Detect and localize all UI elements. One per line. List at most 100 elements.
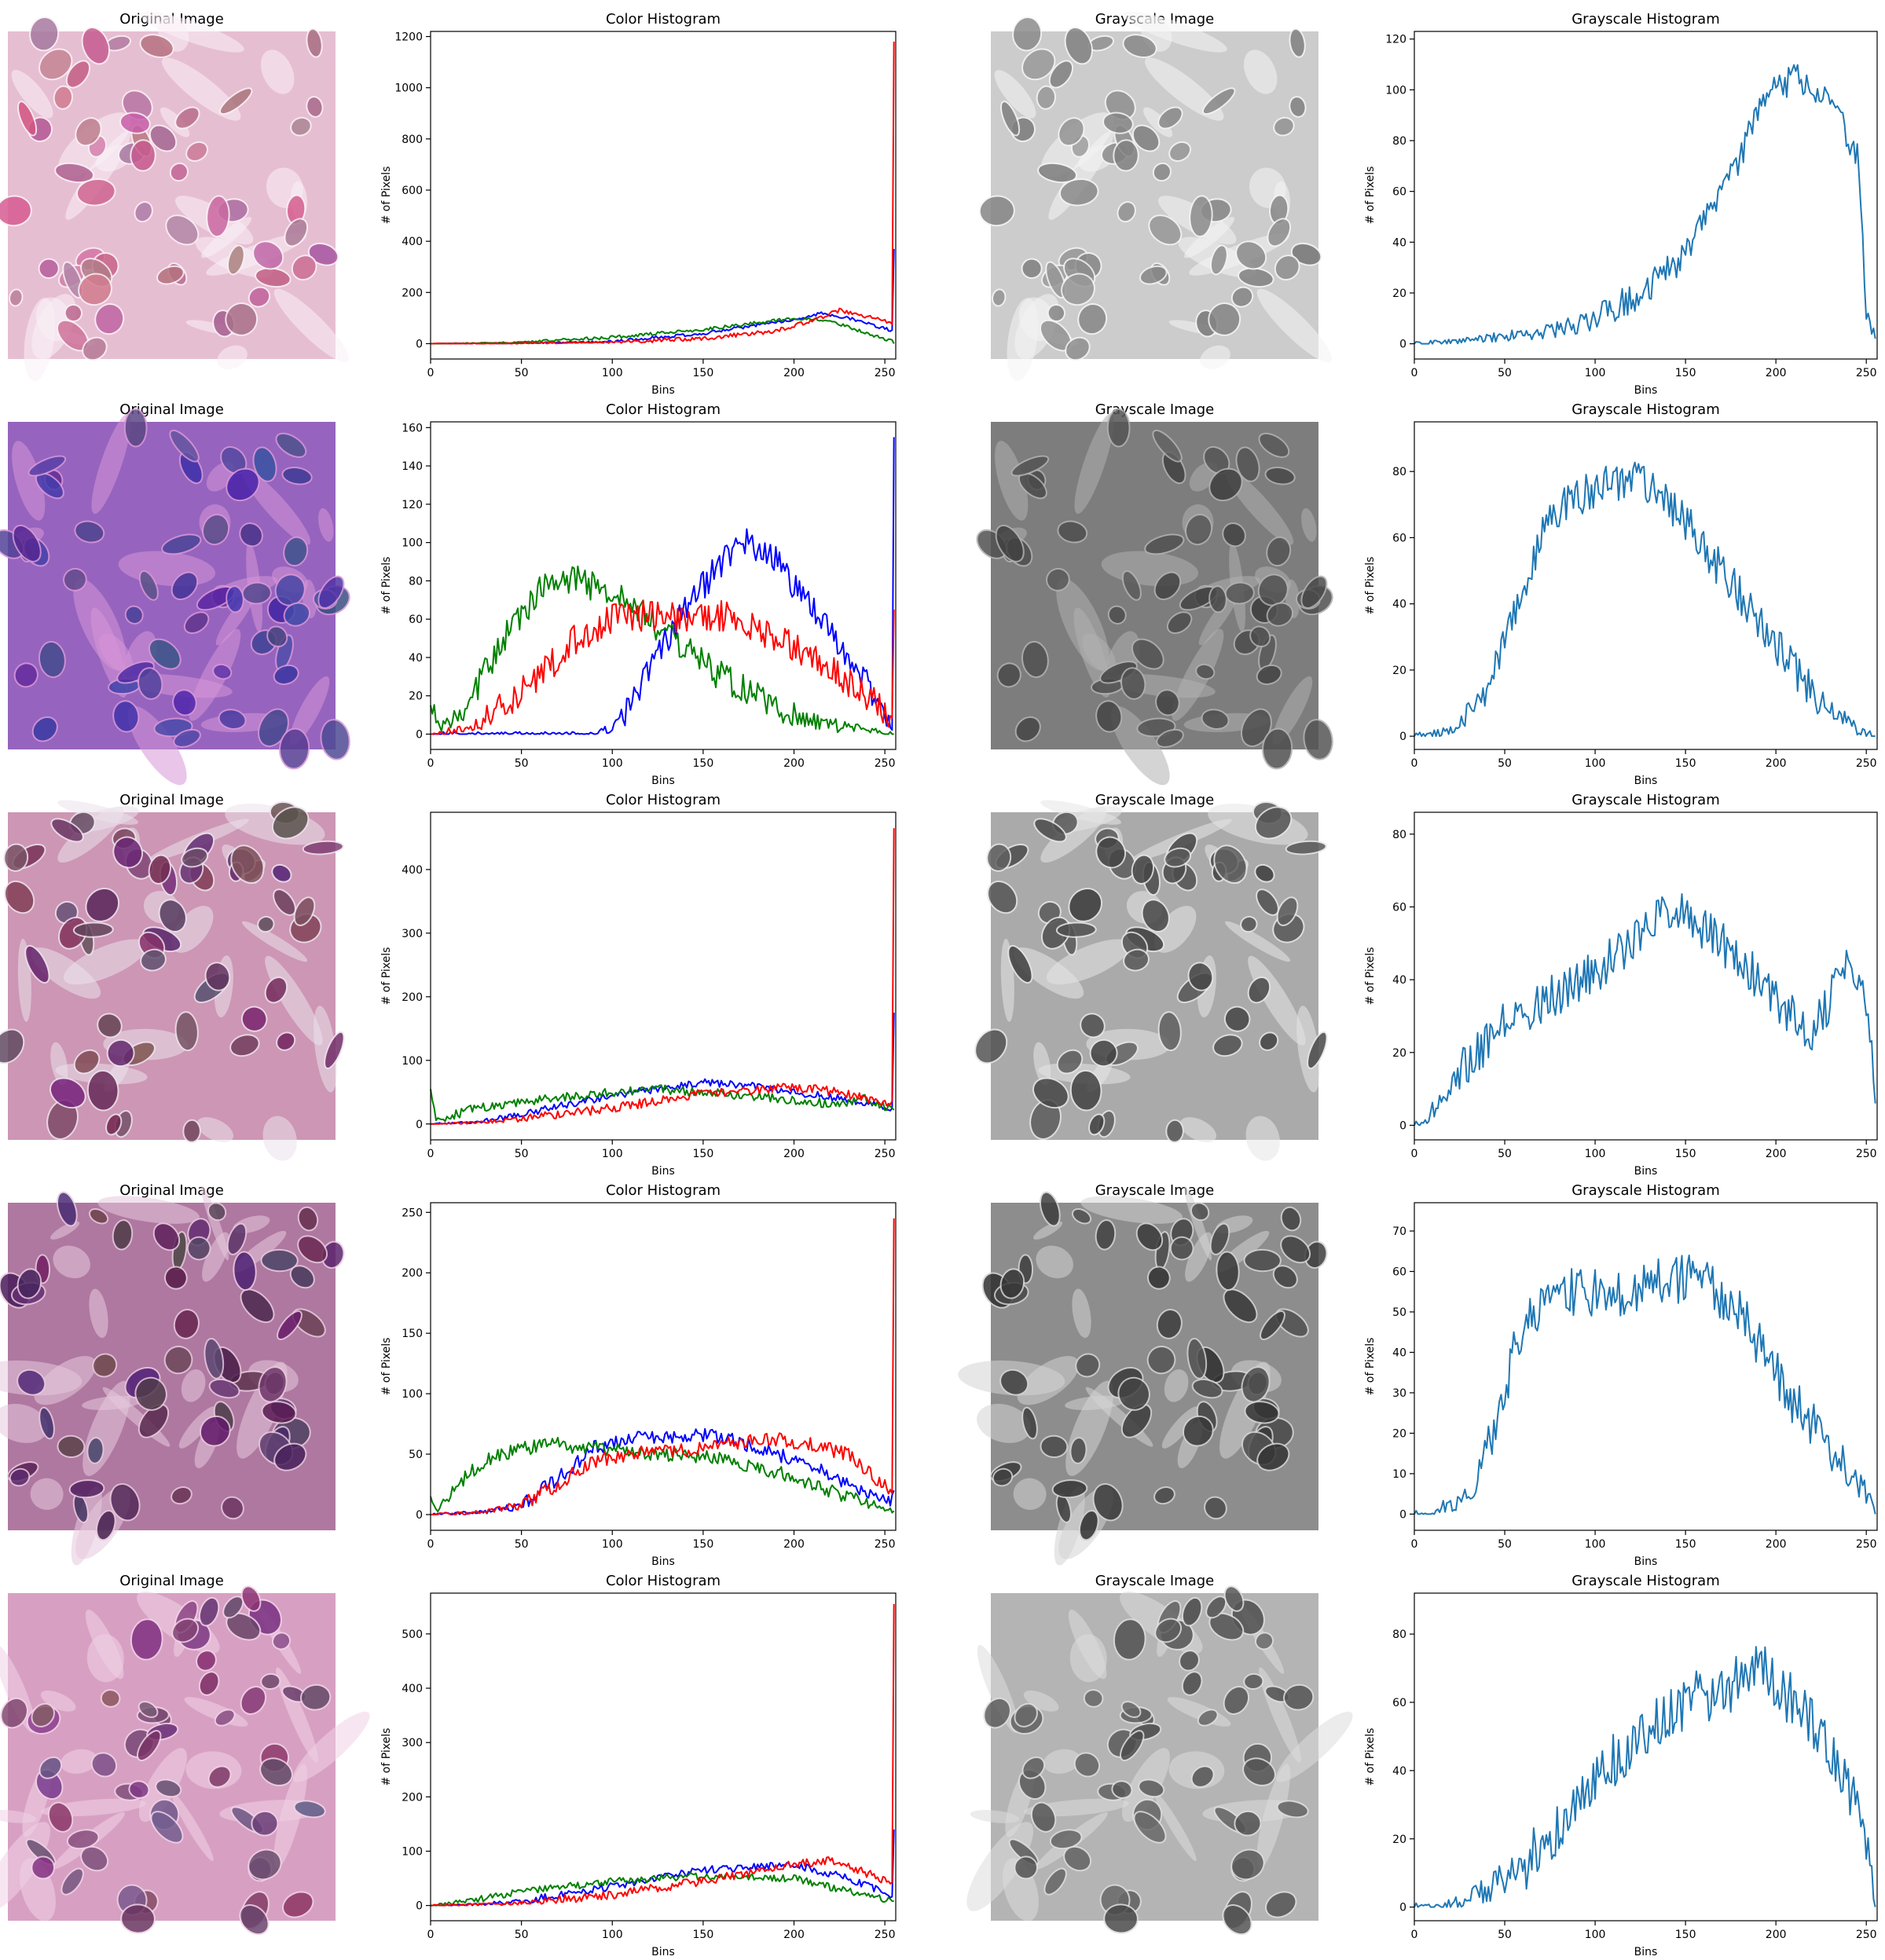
grayscale-histogram-panel: Grayscale Histogram 0 50 100 150 200 250 0 20 40 6… xyxy=(1364,398,1878,789)
grayscale-image: Grayscale Image xyxy=(966,1573,1353,1936)
image-title: Grayscale Image xyxy=(1095,792,1215,808)
x-tick-label: 100 xyxy=(602,1538,623,1551)
x-tick-label: 100 xyxy=(1585,1538,1606,1551)
x-tick-label: 200 xyxy=(783,1538,805,1551)
y-tick-label: 50 xyxy=(409,1449,423,1461)
series-line-2 xyxy=(431,42,895,345)
y-tick-label: 140 xyxy=(402,460,423,473)
grayscale-image-panel: Grayscale Image xyxy=(978,8,1333,381)
y-axis-label: # of Pixels xyxy=(1364,557,1377,615)
y-tick-label: 40 xyxy=(1392,236,1406,249)
x-tick-label: 100 xyxy=(602,1929,623,1941)
color-histogram-panel: Color Histogram 0 50 100 150 200 250 0 50 100 150 2… xyxy=(380,1179,897,1570)
x-tick-label: 250 xyxy=(875,1538,896,1551)
y-axis-label: # of Pixels xyxy=(1364,1338,1377,1396)
axes-frame xyxy=(430,421,897,750)
y-tick-label: 0 xyxy=(1399,731,1406,743)
y-tick-label: 500 xyxy=(402,1628,423,1641)
y-tick-label: 200 xyxy=(402,1791,423,1804)
color-histogram-panel: Color Histogram 0 50 100 150 200 250 0 100 200 300… xyxy=(380,789,897,1179)
x-tick-label: 100 xyxy=(1585,757,1606,770)
y-tick-label: 70 xyxy=(1392,1225,1406,1238)
y-tick-label: 40 xyxy=(1392,974,1406,987)
axes-frame xyxy=(430,1592,897,1922)
original-image: Original Image xyxy=(0,11,350,381)
grayscale-image: Grayscale Image xyxy=(978,11,1333,381)
x-tick-label: 250 xyxy=(1856,1148,1877,1160)
axes-frame xyxy=(1414,1592,1878,1922)
y-axis-label: # of Pixels xyxy=(1364,947,1377,1006)
grayscale-image-panel: Grayscale Image xyxy=(958,1179,1328,1566)
x-tick-label: 150 xyxy=(693,757,714,770)
color-histogram-chart: Color Histogram 0 50 100 150 200 250 0 100 200 300… xyxy=(380,1573,897,1958)
y-tick-label: 160 xyxy=(402,422,423,434)
x-tick-label: 150 xyxy=(1675,1929,1696,1941)
x-tick-label: 150 xyxy=(1675,757,1696,770)
color-histogram-panel: Color Histogram 0 50 100 150 200 250 0 100 200 300… xyxy=(380,1570,897,1960)
x-tick-label: 200 xyxy=(783,1148,805,1160)
x-tick-label: 50 xyxy=(1498,1148,1512,1160)
y-tick-label: 50 xyxy=(1392,1306,1406,1319)
grayscale-histogram-chart: Grayscale Histogram 0 50 100 150 200 250 0 20 40 6… xyxy=(1364,792,1878,1178)
grayscale-image: Grayscale Image xyxy=(958,1182,1328,1566)
x-tick-label: 100 xyxy=(1585,367,1606,379)
grayscale-histogram-chart: Grayscale Histogram 0 50 100 150 200 250 0 10 20 3… xyxy=(1364,1182,1878,1568)
y-axis-label: # of Pixels xyxy=(380,1728,393,1786)
y-tick-label: 100 xyxy=(402,537,423,550)
x-axis-label: Bins xyxy=(1634,1555,1658,1568)
x-axis-label: Bins xyxy=(1634,1165,1658,1178)
x-tick-label: 50 xyxy=(515,1538,529,1551)
grayscale-histogram-panel: Grayscale Histogram 0 50 100 150 200 250 0 20 40 6… xyxy=(1364,789,1878,1179)
x-tick-label: 250 xyxy=(1856,1929,1877,1941)
y-tick-label: 80 xyxy=(1392,1628,1406,1641)
grayscale-histogram-panel: Grayscale Histogram 0 50 100 150 200 250 0 20 40 6… xyxy=(1364,8,1878,398)
x-tick-label: 200 xyxy=(1766,367,1787,379)
series-line-2 xyxy=(431,599,895,735)
series-line-1 xyxy=(430,1084,895,1123)
y-tick-label: 120 xyxy=(1385,34,1406,46)
x-tick-label: 100 xyxy=(602,1148,623,1160)
grayscale-image-panel: Grayscale Image xyxy=(974,789,1328,1161)
grayscale-image: Grayscale Image xyxy=(976,401,1333,786)
grayscale-histogram-chart: Grayscale Histogram 0 50 100 150 200 250 0 20 40 6… xyxy=(1364,11,1878,397)
axes-frame xyxy=(1414,811,1878,1141)
x-tick-label: 0 xyxy=(427,1148,435,1160)
y-axis-label: # of Pixels xyxy=(380,947,393,1006)
x-tick-label: 200 xyxy=(1766,1929,1787,1941)
y-tick-label: 60 xyxy=(1392,1266,1406,1279)
x-axis-label: Bins xyxy=(651,1165,675,1178)
image-title: Original Image xyxy=(119,401,224,418)
image-title: Original Image xyxy=(119,1573,224,1589)
y-tick-label: 20 xyxy=(409,691,423,703)
chart-title: Grayscale Histogram xyxy=(1571,792,1720,808)
y-tick-label: 60 xyxy=(1392,532,1406,544)
x-tick-label: 150 xyxy=(693,367,714,379)
y-tick-label: 20 xyxy=(1392,288,1406,300)
y-tick-label: 30 xyxy=(1392,1387,1406,1400)
y-axis-label: # of Pixels xyxy=(380,557,393,615)
original-image-panel: Original Image xyxy=(0,789,345,1161)
y-tick-label: 60 xyxy=(1392,1697,1406,1709)
x-tick-label: 0 xyxy=(1411,367,1418,379)
chart-title: Grayscale Histogram xyxy=(1571,401,1720,418)
chart-title: Grayscale Histogram xyxy=(1571,1182,1720,1199)
x-tick-label: 250 xyxy=(875,757,896,770)
series-line-1 xyxy=(430,1437,895,1514)
grayscale-image: Grayscale Image xyxy=(974,792,1328,1161)
x-tick-label: 50 xyxy=(515,367,529,379)
original-image: Original Image xyxy=(0,1573,370,1936)
x-tick-label: 100 xyxy=(1585,1929,1606,1941)
y-tick-label: 800 xyxy=(402,134,423,146)
image-title: Original Image xyxy=(119,1182,224,1199)
y-tick-label: 300 xyxy=(402,928,423,940)
series-line-0 xyxy=(431,1013,895,1125)
x-tick-label: 50 xyxy=(1498,757,1512,770)
image-title: Grayscale Image xyxy=(1095,1573,1215,1589)
x-tick-label: 0 xyxy=(427,757,435,770)
original-image-panel: Original Image xyxy=(0,398,350,786)
y-tick-label: 0 xyxy=(416,1119,423,1131)
x-tick-label: 150 xyxy=(1675,367,1696,379)
series-line-0 xyxy=(1414,64,1876,345)
y-tick-label: 60 xyxy=(409,614,423,626)
y-tick-label: 1200 xyxy=(394,31,423,44)
